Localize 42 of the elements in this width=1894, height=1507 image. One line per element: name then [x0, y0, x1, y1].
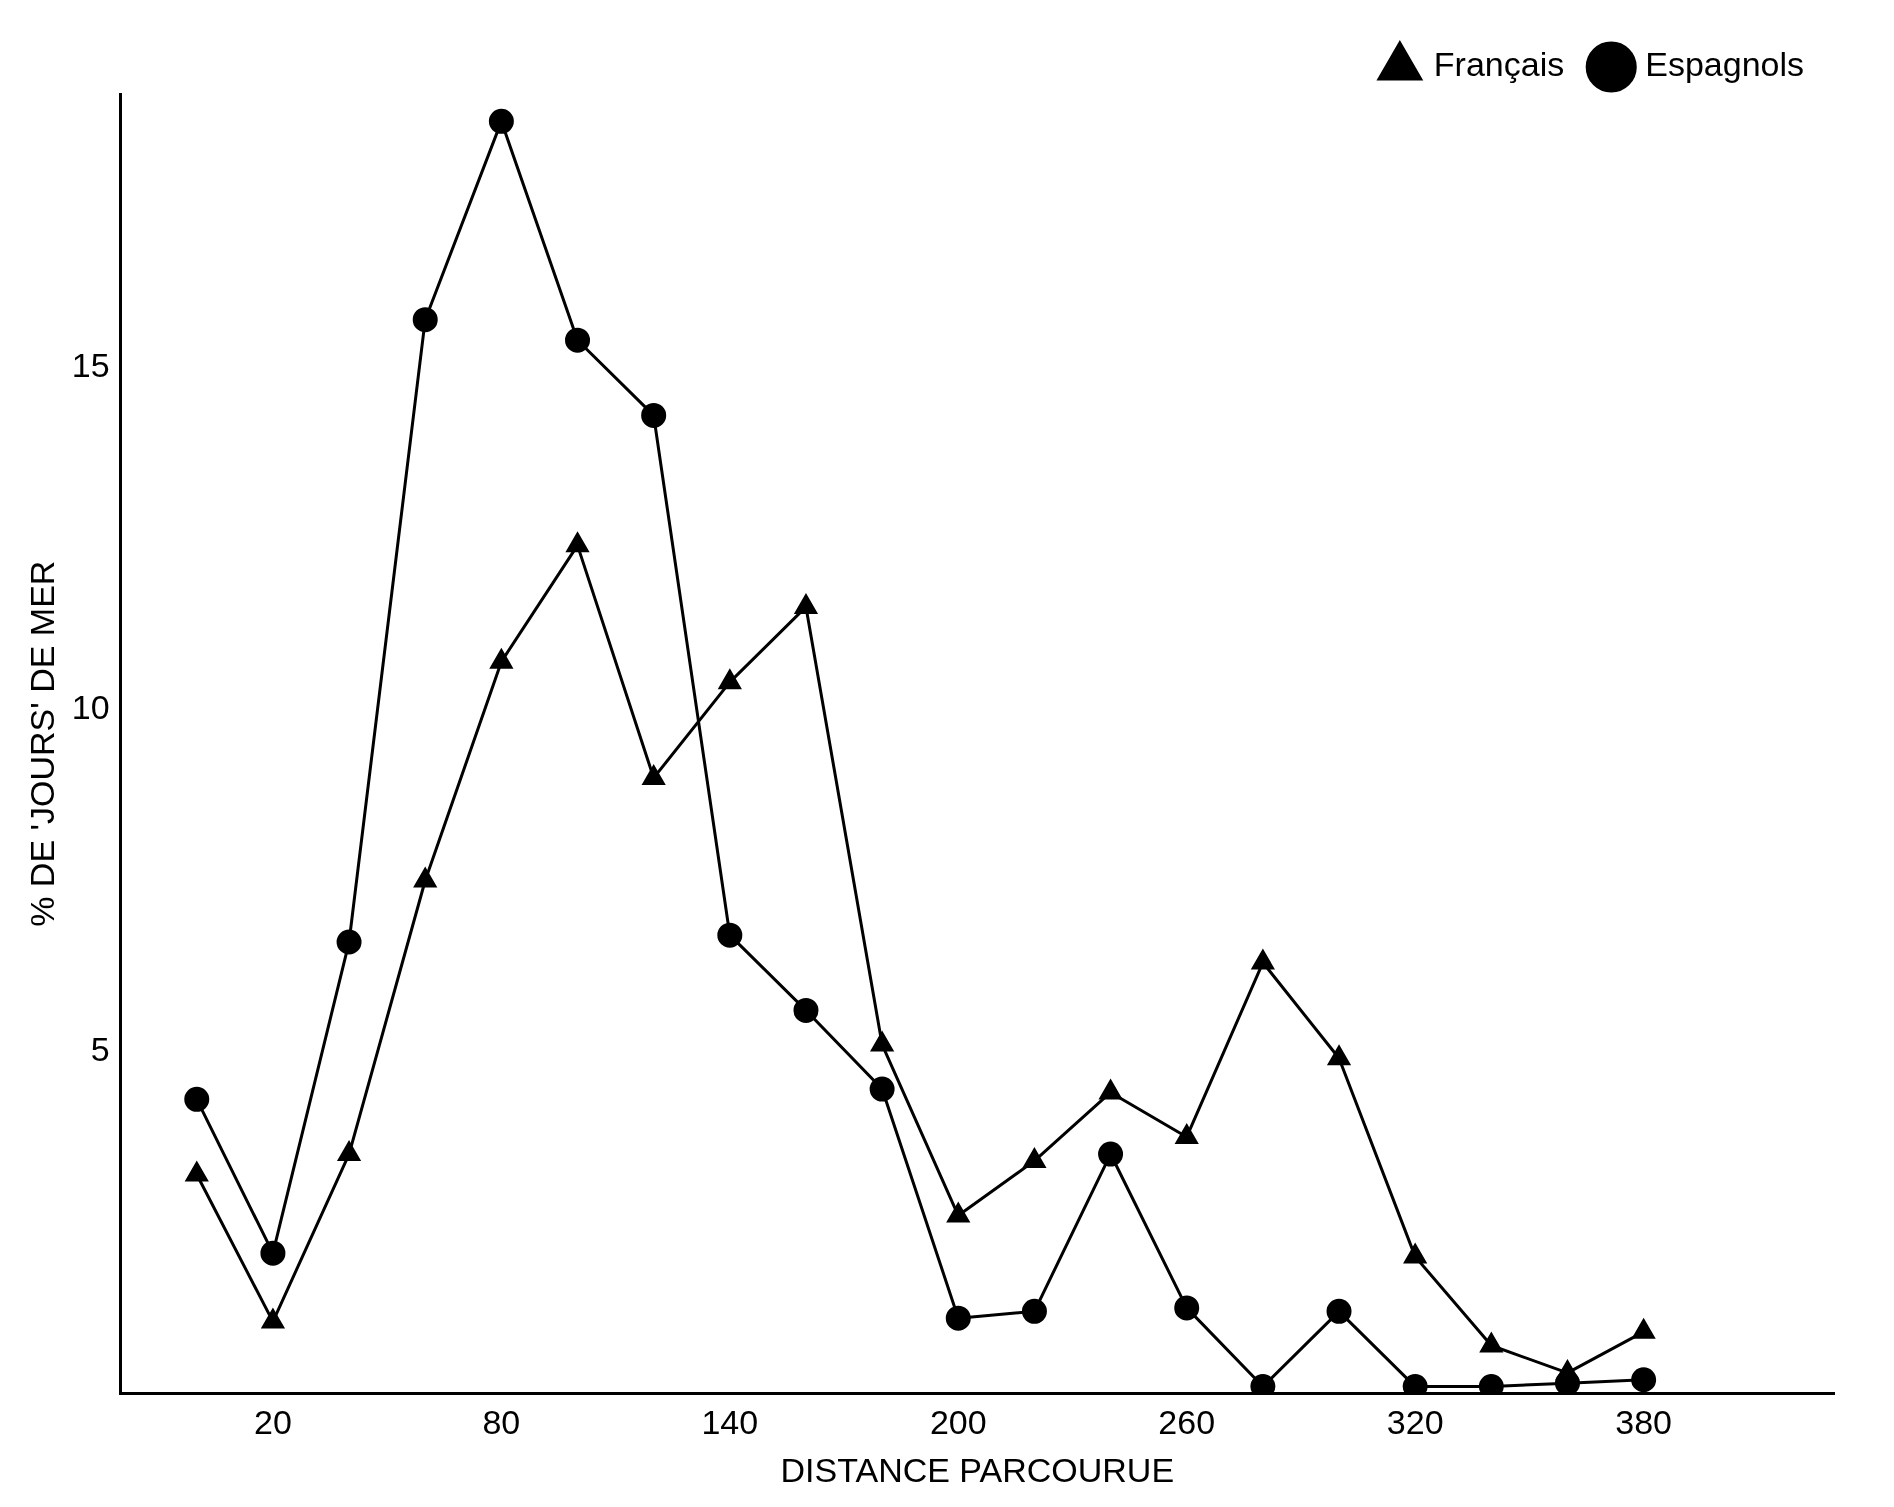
legend-label: Espagnols	[1645, 45, 1804, 84]
point	[642, 765, 665, 785]
point	[566, 532, 589, 553]
point	[947, 1203, 970, 1223]
y-tick-label: 5	[90, 1029, 110, 1068]
x-tick-label: 80	[482, 1403, 521, 1442]
point	[1404, 1244, 1427, 1264]
point	[490, 649, 513, 669]
point	[1099, 1079, 1122, 1100]
point	[641, 402, 667, 428]
x-axis-title: DISTANCE PARCOURUE	[780, 1450, 1175, 1489]
point	[1251, 950, 1274, 970]
point	[1632, 1319, 1655, 1339]
point	[794, 594, 817, 614]
point	[338, 1141, 361, 1162]
y-tick-label: 10	[71, 687, 110, 726]
point	[488, 108, 514, 134]
x-tick-label: 380	[1615, 1403, 1672, 1442]
point	[1480, 1333, 1503, 1353]
point	[261, 1309, 284, 1329]
point	[1175, 1124, 1198, 1144]
point	[336, 929, 362, 955]
point	[718, 669, 741, 690]
point	[717, 922, 743, 948]
point	[565, 327, 591, 353]
y-tick-label: 15	[71, 345, 110, 384]
x-tick-label: 320	[1386, 1403, 1444, 1442]
point	[414, 867, 437, 888]
point	[1023, 1148, 1046, 1168]
x-tick-label: 20	[254, 1403, 292, 1442]
x-tick-label: 200	[929, 1403, 987, 1442]
x-tick-label: 140	[701, 1403, 759, 1442]
point	[184, 1086, 210, 1112]
point	[871, 1032, 894, 1052]
point	[793, 997, 819, 1023]
point	[1556, 1360, 1579, 1380]
point	[412, 307, 438, 333]
point	[185, 1162, 208, 1182]
y-axis-title: % DE 'JOURS' DE MER	[22, 560, 61, 927]
legend-label: Français	[1433, 45, 1565, 84]
x-tick-label: 260	[1158, 1403, 1216, 1442]
point	[1328, 1045, 1351, 1066]
